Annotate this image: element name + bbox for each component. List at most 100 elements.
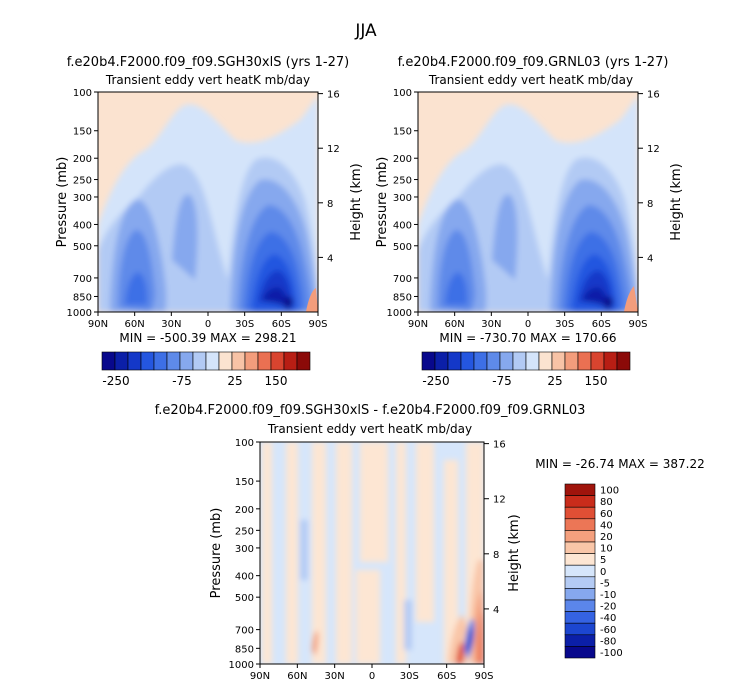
colorbar-swatch xyxy=(127,351,142,371)
height-tick-label: 4 xyxy=(493,605,499,616)
colorbar-swatch xyxy=(564,530,596,543)
lat-tick-label: 60N xyxy=(287,671,307,682)
panel-2-cbar-label-2: -75 xyxy=(492,374,512,388)
lat-tick-label: 30S xyxy=(235,319,254,330)
pressure-tick-label: 500 xyxy=(393,242,412,253)
panel-1-minmax: MIN = -500.39 MAX = 298.21 xyxy=(119,331,296,345)
height-tick-label: 12 xyxy=(647,144,660,155)
lat-tick-label: 30N xyxy=(481,319,501,330)
panel-1-ylabel-right: Height (km) xyxy=(349,163,364,240)
panel-1-colorbar-labels: -250 -75 25 150 xyxy=(102,374,287,388)
colorbar-label: -40 xyxy=(600,613,616,624)
lat-tick-label: 90N xyxy=(408,319,428,330)
panel-3-pressure-ticks: 100 150 200 250 300 400 500 700 850 1000 xyxy=(229,438,260,671)
panel-2-lat-ticks: 90N 60N 30N 0 30S 60S 90S xyxy=(408,312,648,330)
colorbar-label: -100 xyxy=(600,648,623,659)
colorbar-swatch xyxy=(153,351,168,371)
pressure-tick-label: 850 xyxy=(393,292,412,303)
colorbar-swatch xyxy=(564,634,596,647)
height-tick-label: 8 xyxy=(327,199,333,210)
colorbar-swatch xyxy=(564,588,596,601)
colorbar-label: 60 xyxy=(600,509,613,520)
panel-1-pressure-ticks: 100 150 200 250 300 400 500 700 850 1000 xyxy=(67,88,98,319)
panel-1-contour-field xyxy=(98,92,318,312)
panel-1-subtitle: Transient eddy vert heatK mb/day xyxy=(105,73,310,87)
lat-tick-label: 90N xyxy=(250,671,270,682)
pressure-tick-label: 200 xyxy=(235,505,254,516)
pressure-tick-label: 400 xyxy=(73,220,92,231)
lat-tick-label: 90S xyxy=(628,319,647,330)
pressure-tick-label: 100 xyxy=(73,88,92,99)
panel-2-colorbar xyxy=(421,351,631,371)
panel-3-colorbar xyxy=(564,483,596,659)
colorbar-swatch xyxy=(473,351,488,371)
pressure-tick-label: 700 xyxy=(235,626,254,637)
panel-1-cbar-label-1: -250 xyxy=(102,374,129,388)
colorbar-swatch xyxy=(192,351,207,371)
panel-1-ylabel: Pressure (mb) xyxy=(55,157,70,248)
colorbar-swatch xyxy=(486,351,501,371)
height-tick-label: 8 xyxy=(493,550,499,561)
colorbar-swatch xyxy=(564,541,596,554)
panel-3-height-ticks: 16 12 8 4 xyxy=(484,440,506,616)
pressure-tick-label: 400 xyxy=(235,572,254,583)
colorbar-swatch xyxy=(218,351,233,371)
panel-2-pressure-ticks: 100 150 200 250 300 400 500 700 850 1000 xyxy=(387,88,418,319)
panel-1-cbar-label-3: 25 xyxy=(227,374,242,388)
panel-3: f.e20b4.F2000.f09_f09.SGH30xlS - f.e20b4… xyxy=(155,403,705,682)
lat-tick-label: 60S xyxy=(437,671,456,682)
colorbar-swatch xyxy=(205,351,220,371)
colorbar-swatch xyxy=(564,483,596,496)
lat-tick-label: 30N xyxy=(325,671,345,682)
colorbar-swatch xyxy=(564,506,596,520)
panel-1-cbar-label-4: 150 xyxy=(265,374,288,388)
colorbar-label: -5 xyxy=(600,578,610,589)
panel-2-height-ticks: 16 12 8 4 xyxy=(638,90,660,264)
colorbar-swatch xyxy=(114,351,129,371)
colorbar-label: -60 xyxy=(600,625,616,636)
pressure-tick-label: 1000 xyxy=(229,660,254,671)
colorbar-label: -10 xyxy=(600,590,616,601)
height-tick-label: 8 xyxy=(647,199,653,210)
colorbar-swatch xyxy=(590,351,605,371)
colorbar-swatch xyxy=(564,611,596,624)
colorbar-label: -80 xyxy=(600,636,616,647)
lat-tick-label: 60S xyxy=(272,319,291,330)
lat-tick-label: 0 xyxy=(525,319,531,330)
panel-1: f.e20b4.F2000.f09_f09.SGH30xlS (yrs 1-27… xyxy=(55,55,364,388)
colorbar-swatch xyxy=(564,599,596,612)
lat-tick-label: 30N xyxy=(161,319,181,330)
panel-1-height-ticks: 16 12 8 4 xyxy=(318,90,340,264)
panel-2-contour-field xyxy=(418,92,638,312)
colorbar-swatch xyxy=(616,351,631,371)
pressure-tick-label: 150 xyxy=(393,127,412,138)
colorbar-swatch xyxy=(564,553,596,566)
colorbar-label: -20 xyxy=(600,602,616,613)
pressure-tick-label: 100 xyxy=(393,88,412,99)
pressure-tick-label: 850 xyxy=(73,292,92,303)
colorbar-swatch xyxy=(512,351,527,371)
colorbar-swatch xyxy=(499,351,514,371)
pressure-tick-label: 200 xyxy=(393,154,412,165)
pressure-tick-label: 150 xyxy=(235,477,254,488)
lat-tick-label: 90S xyxy=(308,319,327,330)
panel-1-cbar-label-2: -75 xyxy=(172,374,192,388)
panel-3-contour-field xyxy=(260,442,484,664)
lat-tick-label: 30S xyxy=(555,319,574,330)
lat-tick-label: 60N xyxy=(125,319,145,330)
panel-2-title: f.e20b4.F2000.f09_f09.GRNL03 (yrs 1-27) xyxy=(398,55,669,70)
colorbar-swatch xyxy=(551,351,566,371)
panel-1-colorbar xyxy=(101,351,311,371)
colorbar-swatch xyxy=(421,351,436,371)
panel-2-subtitle: Transient eddy vert heatK mb/day xyxy=(428,73,633,87)
colorbar-label: 5 xyxy=(600,555,606,566)
pressure-tick-label: 250 xyxy=(73,176,92,187)
lat-tick-label: 0 xyxy=(205,319,211,330)
colorbar-swatch xyxy=(231,351,246,371)
colorbar-label: 10 xyxy=(600,544,613,555)
pressure-tick-label: 700 xyxy=(393,274,412,285)
colorbar-swatch xyxy=(564,351,579,371)
panel-3-lat-ticks: 90N 60N 30N 0 30S 60S 90S xyxy=(250,664,494,682)
colorbar-label: 40 xyxy=(600,520,613,531)
